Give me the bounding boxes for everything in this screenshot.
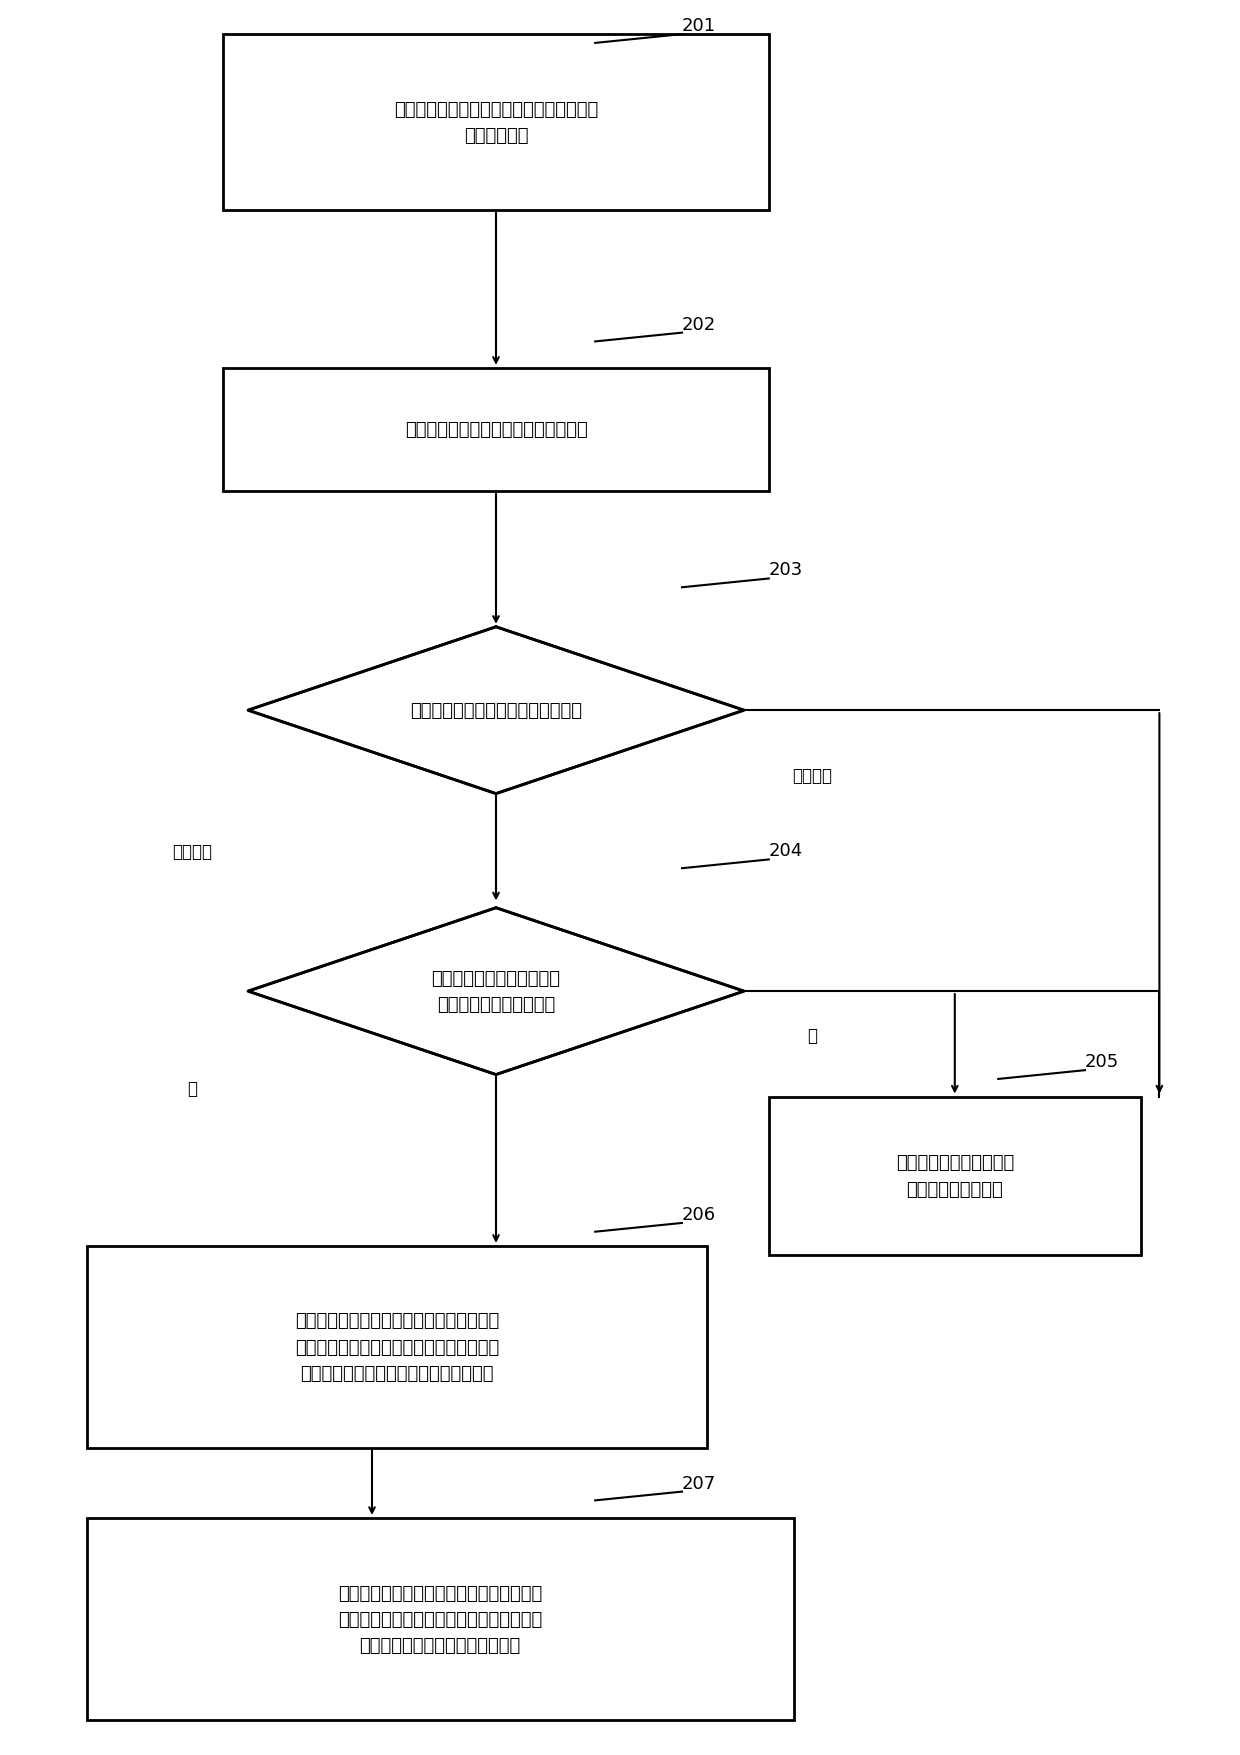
Text: 203: 203: [769, 562, 804, 579]
FancyBboxPatch shape: [223, 35, 769, 211]
FancyBboxPatch shape: [769, 1097, 1141, 1255]
Text: 添加了新的子节点的节点将该请求加入第一
网络的节点添加至记录的下级节点树中，并
将更新后的下级节点树信息上报给父节点: 添加了新的子节点的节点将该请求加入第一 网络的节点添加至记录的下级节点树中，并 …: [295, 1311, 498, 1383]
Text: 是: 是: [187, 1079, 197, 1097]
FancyBboxPatch shape: [87, 1246, 707, 1448]
FancyBboxPatch shape: [87, 1518, 794, 1720]
Text: 207: 207: [682, 1474, 717, 1492]
FancyBboxPatch shape: [223, 369, 769, 491]
Polygon shape: [248, 628, 744, 793]
Text: 否: 否: [807, 1027, 817, 1044]
Polygon shape: [248, 909, 744, 1074]
Text: 返回拒绝加入的响应报文
或者不发送响应报文: 返回拒绝加入的响应报文 或者不发送响应报文: [895, 1153, 1014, 1199]
Text: 201: 201: [682, 18, 717, 35]
Text: 204: 204: [769, 842, 804, 860]
Text: 向其中一个扫描到的节点发送加入请求: 向其中一个扫描到的节点发送加入请求: [404, 421, 588, 439]
Text: 认证失败: 认证失败: [792, 767, 832, 784]
Text: 认证通过: 认证通过: [172, 842, 212, 860]
Text: 请求加入第一网络的节点接收到确认加入的
响应报文后，将发送该响应报文的节点作为
父节点，在本节点记录父节点信息: 请求加入第一网络的节点接收到确认加入的 响应报文后，将发送该响应报文的节点作为 …: [339, 1583, 542, 1655]
Text: 对请求加入第一网络的节点进行认证: 对请求加入第一网络的节点进行认证: [410, 702, 582, 720]
Text: 202: 202: [682, 316, 717, 333]
Text: 206: 206: [682, 1206, 717, 1223]
Text: 请求加入第一网络的节点对第一网络中的各
节点进行扫描: 请求加入第一网络的节点对第一网络中的各 节点进行扫描: [394, 100, 598, 146]
Text: 接收到加入请求的节点确定
是否能够接受新的子节点: 接收到加入请求的节点确定 是否能够接受新的子节点: [432, 969, 560, 1014]
Text: 205: 205: [1085, 1053, 1120, 1071]
